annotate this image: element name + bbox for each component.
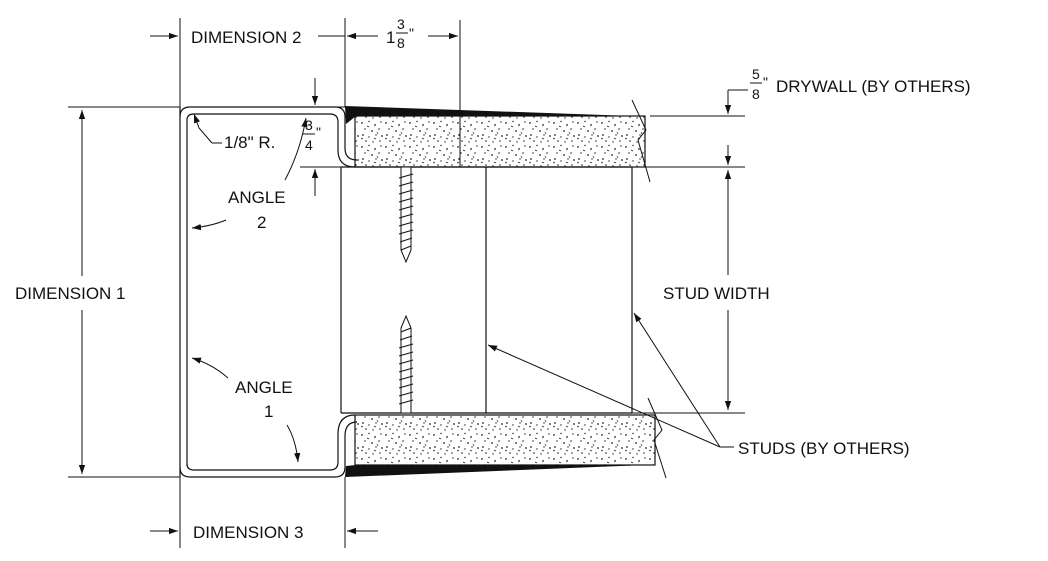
- angle-1-arc-right: [286, 424, 301, 463]
- sealant-top: [345, 106, 632, 124]
- angle-1-number: 1: [264, 402, 273, 421]
- drywall-break-line-bottom: [647, 397, 667, 479]
- return-dimension-fraction: 3 4 ": [303, 117, 321, 153]
- drywall-thickness-fraction: 5 8 ": [750, 66, 768, 102]
- svg-text:8: 8: [752, 86, 760, 102]
- angle-1-arc-left: [191, 357, 229, 379]
- svg-text:4: 4: [305, 137, 313, 153]
- angle-2-arc-left: [191, 219, 227, 231]
- dimension-3-line: [150, 477, 378, 548]
- dimension-2-label: DIMENSION 2: [191, 28, 302, 47]
- dimension-1-label: DIMENSION 1: [15, 284, 126, 303]
- drywall-top: [354, 115, 646, 168]
- svg-text:8: 8: [397, 35, 405, 51]
- studs-leader-1: [487, 344, 721, 448]
- studs-leader-2: [633, 312, 721, 448]
- studs-label: STUDS (BY OTHERS): [738, 439, 910, 458]
- stud-cavity: [340, 20, 633, 414]
- stud-width-label: STUD WIDTH: [663, 284, 770, 303]
- sealant-bottom: [345, 465, 646, 477]
- dimension-1-line: [68, 106, 180, 478]
- svg-text:": ": [763, 74, 768, 90]
- steel-frame-profile: [179, 106, 358, 478]
- angle-2-arc-right: [284, 117, 308, 181]
- dimension-2-line: [150, 18, 458, 107]
- drywall-bottom: [354, 414, 656, 466]
- radius-leader: [193, 113, 213, 144]
- flange-dimension-fraction: 1 3 8 ": [386, 16, 414, 51]
- angle-2-number: 2: [257, 213, 266, 232]
- angle-1-word: ANGLE: [235, 378, 293, 397]
- svg-text:1: 1: [386, 28, 395, 47]
- drywall-label: DRYWALL (BY OTHERS): [776, 77, 971, 96]
- angle-2-word: ANGLE: [228, 188, 286, 207]
- radius-label: 1/8" R.: [224, 133, 275, 152]
- return-dimension-line: [300, 78, 345, 196]
- svg-text:": ": [409, 25, 414, 41]
- stud-width-dimension-line: [632, 89, 748, 414]
- screw-bottom: [398, 314, 414, 414]
- screw-top: [398, 166, 414, 264]
- dimension-3-label: DIMENSION 3: [193, 523, 304, 542]
- svg-text:5: 5: [752, 66, 760, 82]
- drywall-break-line-top: [631, 99, 651, 183]
- svg-text:3: 3: [397, 16, 405, 32]
- svg-text:": ": [316, 124, 321, 140]
- svg-text:3: 3: [305, 117, 313, 133]
